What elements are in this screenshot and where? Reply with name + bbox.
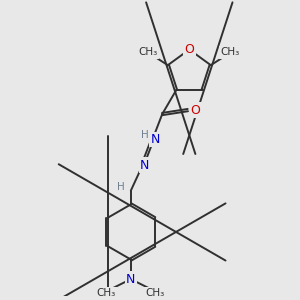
Text: CH₃: CH₃ [97, 288, 116, 298]
Text: N: N [140, 159, 149, 172]
Text: N: N [151, 133, 160, 146]
Text: CH₃: CH₃ [221, 47, 240, 57]
Text: H: H [141, 130, 148, 140]
Text: H: H [117, 182, 125, 192]
Text: O: O [184, 43, 194, 56]
Text: CH₃: CH₃ [146, 288, 165, 298]
Text: CH₃: CH₃ [139, 47, 158, 57]
Text: O: O [191, 103, 201, 117]
Text: N: N [126, 273, 136, 286]
